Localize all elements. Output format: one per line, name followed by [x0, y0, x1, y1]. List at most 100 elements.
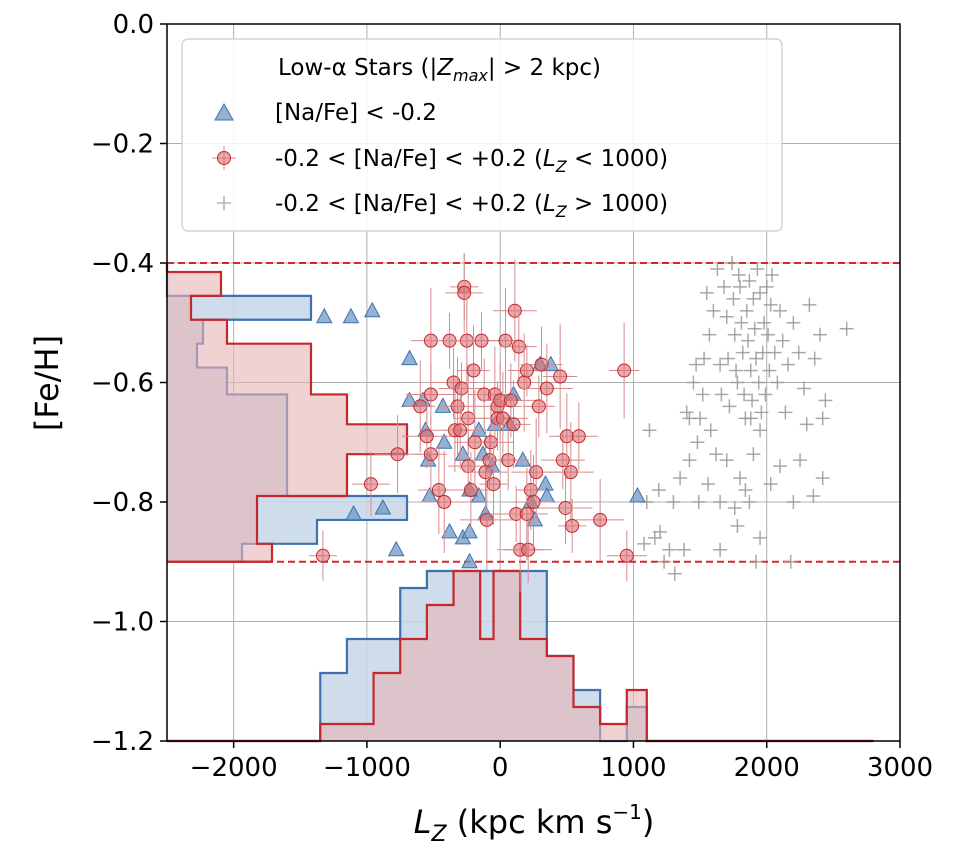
circle-point [511, 339, 526, 354]
plus-point [657, 554, 672, 569]
circle-point [461, 459, 476, 474]
lz-hist-red-fill [167, 571, 874, 741]
plus-point [786, 315, 801, 330]
plus-point [737, 387, 752, 402]
reference-lines [167, 262, 900, 563]
plus-point [730, 518, 745, 533]
x-tick-label: 3000 [867, 753, 933, 783]
triangle-point [441, 522, 458, 539]
circle-point [503, 393, 518, 408]
circle-point [495, 411, 510, 426]
triangle-point [315, 307, 333, 324]
plus-point [745, 393, 760, 408]
circle-point [617, 363, 632, 378]
plus-point [713, 357, 728, 372]
legend-title-suffix: | > 2 kpc) [488, 55, 601, 81]
y-tick-label: −0.6 [91, 369, 154, 399]
legend: Low-α Stars (|Zmax| > 2 kpc) [Na/Fe] < -… [181, 38, 783, 232]
plus-point [751, 375, 766, 390]
plus-point [773, 303, 788, 318]
circle-point [486, 477, 501, 492]
plus-point [702, 327, 717, 342]
plus-point [775, 333, 790, 348]
triangle-point [461, 522, 478, 539]
y-tick-label: 0.0 [113, 10, 154, 40]
plus-point [813, 327, 828, 342]
plus-point [750, 261, 765, 276]
plus-point [783, 554, 798, 569]
plus-point [733, 279, 748, 294]
plus-point [747, 321, 762, 336]
triangle-point [461, 552, 478, 569]
plus-point [755, 345, 770, 360]
triangle-point [514, 451, 532, 467]
plus-point [762, 363, 777, 378]
plus-point [729, 363, 744, 378]
plus-point [666, 495, 681, 509]
triangle-point [435, 433, 453, 449]
plus-point [749, 351, 764, 366]
plus-point [727, 327, 742, 342]
circle-point [563, 465, 578, 480]
plus-point [763, 477, 778, 492]
circle-point [419, 429, 434, 444]
plus-point [743, 363, 758, 378]
x-tick-label: −1000 [323, 753, 411, 783]
feh-hist-red-outline [165, 263, 409, 563]
circle-point [619, 548, 634, 563]
legend-title-prefix: Low-α Stars (| [278, 55, 437, 81]
plus-point [725, 256, 740, 270]
circle-point [531, 399, 546, 414]
plus-point [697, 351, 712, 366]
plus-point [753, 530, 768, 545]
plus-point [721, 351, 736, 366]
plus-point [797, 381, 812, 396]
plus-point [662, 542, 677, 557]
plus-point [682, 411, 697, 426]
plus-point [746, 447, 761, 462]
x-tick-label: −2000 [190, 753, 278, 783]
plus-point [746, 291, 761, 306]
histograms [165, 263, 874, 743]
plus-point [642, 423, 657, 438]
plus-point [673, 471, 688, 486]
circle-point [558, 500, 573, 515]
legend-box [181, 38, 783, 232]
plus-point [714, 387, 729, 402]
circle-point [534, 357, 549, 372]
circle-point [521, 542, 536, 557]
plus-point [759, 279, 774, 294]
data-points [308, 252, 854, 592]
legend-entry-2-label: -0.2 < [Na/Fe] < +0.2 (LZ < 1000) [275, 146, 668, 176]
circle-point [507, 303, 522, 318]
circle-point [423, 447, 438, 462]
circle-point [466, 363, 481, 378]
plus-point [765, 267, 780, 282]
y-tick-label: −1.0 [91, 608, 154, 638]
circle-point [498, 333, 513, 348]
plus-point [778, 405, 793, 420]
legend-title: Low-α Stars (|Zmax| > 2 kpc) [278, 55, 601, 85]
plus-point [677, 542, 692, 557]
plus-point [807, 351, 822, 366]
circle-point [478, 465, 493, 480]
legend-title-subscript: max [453, 66, 488, 85]
x-tick-label: 2000 [734, 753, 800, 783]
plus-point [754, 405, 769, 420]
circle-point [555, 453, 570, 468]
legend-marker-plus [217, 196, 231, 210]
circle-point [363, 477, 378, 492]
plus-point [839, 321, 854, 336]
circle-point [479, 512, 494, 527]
plus-point [739, 303, 754, 318]
plus-point [753, 285, 768, 300]
legend-entry-3-label: -0.2 < [Na/Fe] < +0.2 (LZ > 1000) [275, 191, 668, 221]
legend-entry-1-label: [Na/Fe] < -0.2 [275, 100, 437, 126]
triangle-point [537, 475, 554, 491]
plus-point [793, 453, 808, 468]
plus-point [690, 435, 705, 450]
plus-point [710, 261, 725, 276]
plus-point [706, 303, 721, 318]
plus-point [709, 447, 724, 462]
legend-marker-circle [212, 146, 236, 170]
